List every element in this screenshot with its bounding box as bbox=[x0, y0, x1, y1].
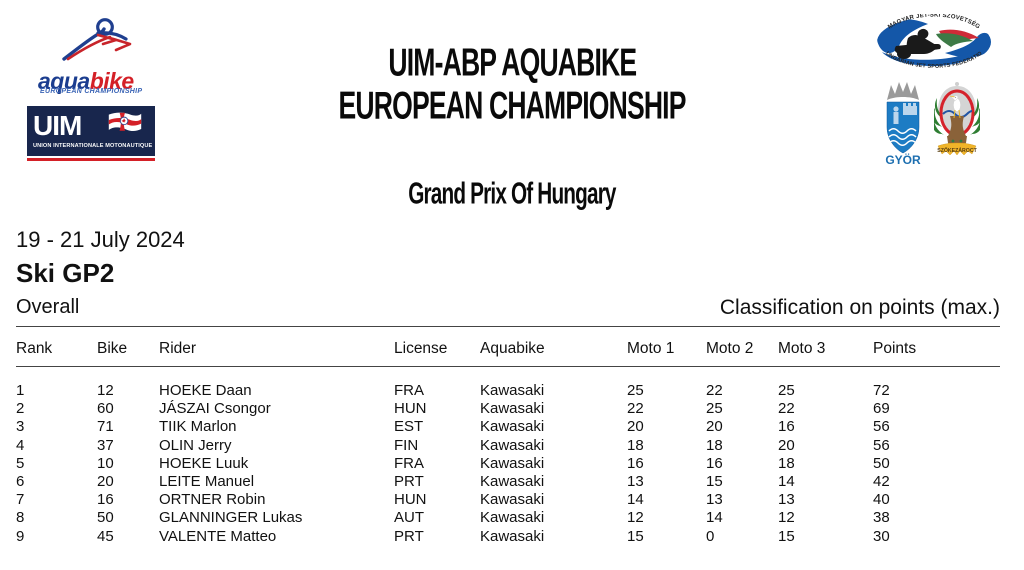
svg-text:SZŐKEZÁROCT: SZŐKEZÁROCT bbox=[937, 147, 977, 154]
svg-text:GYÖR: GYÖR bbox=[885, 152, 921, 167]
